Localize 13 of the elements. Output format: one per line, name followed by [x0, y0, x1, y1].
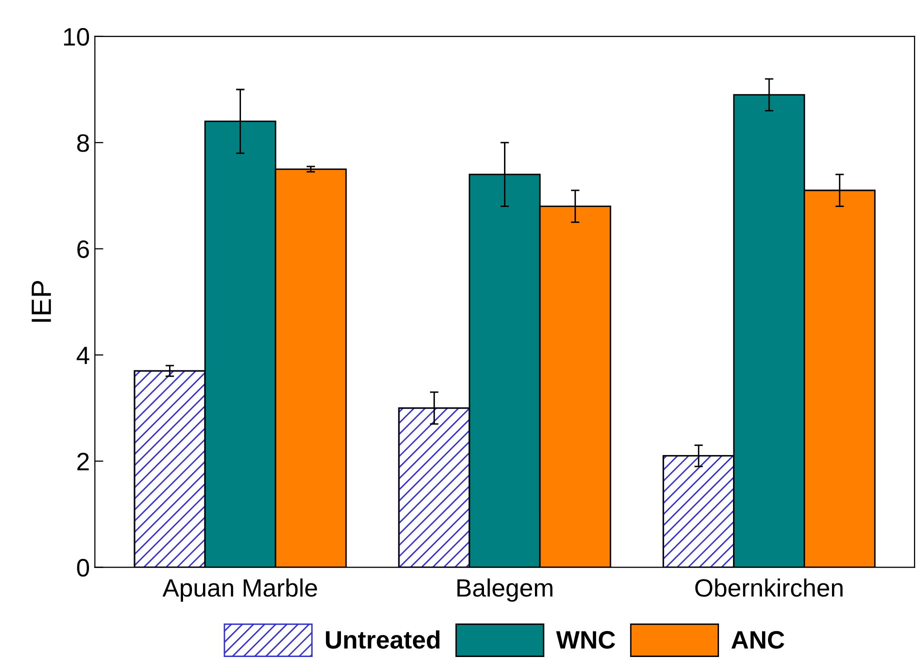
y-tick-label: 10: [64, 28, 90, 46]
legend-label: WNC: [556, 630, 616, 649]
x-tick-label: Apuan Marble: [162, 578, 318, 602]
legend-label: ANC: [731, 630, 784, 649]
y-tick-label: 0: [77, 558, 90, 577]
y-tick-label: 6: [77, 240, 89, 258]
y-tick-label: 8: [77, 134, 89, 152]
y-tick-label: 4: [76, 346, 90, 364]
x-tick-label: Obernkirchen: [695, 578, 843, 597]
x-tick-label: Balegem: [457, 578, 552, 602]
y-tick-label: 2: [77, 452, 89, 470]
y-axis-title: IEP: [32, 280, 51, 322]
legend-label: Untreated: [326, 630, 440, 649]
